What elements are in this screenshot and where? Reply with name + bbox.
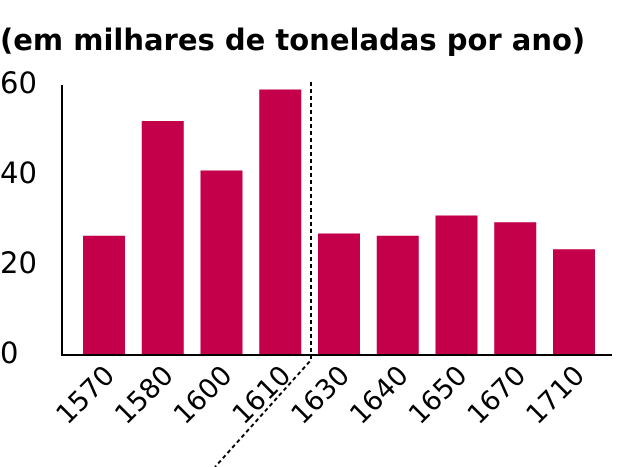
bar — [259, 89, 302, 355]
bar — [141, 121, 184, 355]
bar — [553, 249, 595, 355]
bar — [435, 215, 478, 355]
bar — [318, 233, 360, 355]
y-tick-label: 0 — [0, 336, 18, 370]
y-tick-label: 40 — [0, 156, 37, 190]
y-tick-label: 60 — [0, 66, 37, 100]
x-tick-label: 1610 — [227, 360, 298, 431]
x-tick-label: 1570 — [50, 360, 121, 431]
x-tick-label: 1630 — [285, 360, 356, 431]
y-tick-label: 20 — [0, 246, 37, 280]
chart-title: (em milhares de toneladas por ano) — [0, 23, 585, 57]
bar — [83, 235, 125, 355]
bar — [376, 235, 419, 355]
divider — [214, 82, 312, 467]
x-tick-label: 1710 — [520, 360, 591, 431]
x-tick-label: 1580 — [109, 360, 180, 431]
x-tick-label: 1650 — [403, 360, 474, 431]
bar — [200, 170, 243, 355]
x-tick-label: 1600 — [168, 360, 239, 431]
x-tick-label: 1670 — [462, 360, 533, 431]
bar — [494, 222, 537, 355]
x-tick-label: 1640 — [344, 360, 415, 431]
